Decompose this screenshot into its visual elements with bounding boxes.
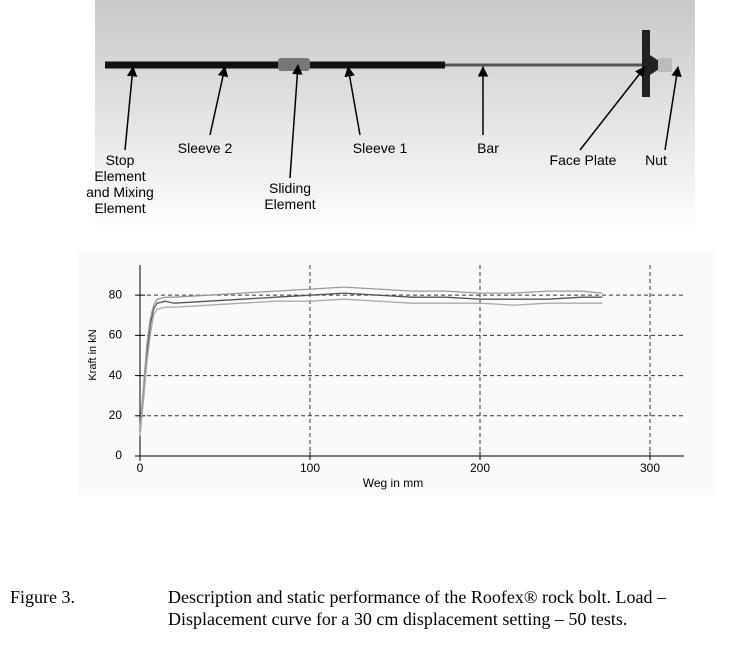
part-label: Bar [477,140,499,156]
caption-label: Figure 3. [10,587,75,607]
x-tick-label: 0 [137,461,144,475]
part-label: Nut [645,152,667,168]
x-tick-label: 200 [470,461,490,475]
y-tick-label: 60 [109,328,123,342]
data-line [139,298,603,436]
x-tick-label: 300 [640,461,660,475]
diagram-background [95,0,695,235]
part-label: Face Plate [549,152,617,168]
x-tick-label: 100 [300,461,320,475]
chart-background [78,250,715,495]
data-line [139,286,603,428]
y-tick-label: 0 [115,448,122,462]
nut [658,58,672,72]
part-label: Stop Element and Mixing Element [86,152,154,216]
y-axis-label: Kraft in kN [87,329,99,380]
y-tick-label: 20 [109,408,123,422]
sliding-element [278,58,310,71]
x-axis-label: Weg in mm [363,476,423,490]
part-label: Sleeve 2 [177,140,233,156]
y-tick-label: 80 [109,287,123,301]
data-line [139,292,603,432]
face-plate [642,30,665,97]
arrows [124,63,682,179]
y-tick-label: 40 [109,368,123,382]
part-label: Sleeve 1 [352,140,408,156]
caption-text: Description and static performance of th… [168,587,667,629]
part-label: Sliding Element [264,180,316,212]
